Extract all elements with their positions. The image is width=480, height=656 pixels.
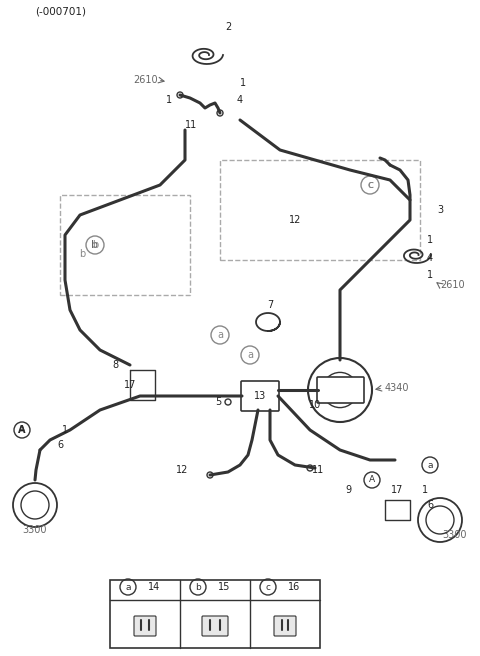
Text: a: a — [217, 330, 223, 340]
Text: 1: 1 — [240, 78, 246, 88]
FancyBboxPatch shape — [274, 616, 296, 636]
Text: 12: 12 — [289, 215, 301, 225]
Text: 1: 1 — [422, 485, 428, 495]
Text: 17: 17 — [391, 485, 403, 495]
Text: 8: 8 — [112, 360, 118, 370]
Text: 4: 4 — [237, 95, 243, 105]
Bar — [60, 195, 190, 295]
Text: 7: 7 — [267, 300, 273, 310]
Circle shape — [13, 483, 57, 527]
Text: a: a — [247, 350, 253, 360]
Text: 11: 11 — [312, 465, 324, 475]
Circle shape — [308, 358, 372, 422]
Circle shape — [426, 506, 454, 534]
Circle shape — [207, 472, 213, 478]
Text: (-000701): (-000701) — [35, 7, 86, 17]
Text: 3300: 3300 — [443, 530, 467, 540]
FancyBboxPatch shape — [241, 381, 279, 411]
FancyBboxPatch shape — [317, 377, 364, 403]
Text: 2610: 2610 — [133, 75, 158, 85]
Text: b: b — [79, 249, 85, 259]
Text: 6: 6 — [427, 500, 433, 510]
Text: a: a — [125, 583, 131, 592]
Text: 1: 1 — [427, 270, 433, 280]
Text: c: c — [265, 583, 271, 592]
Text: c: c — [367, 180, 372, 190]
Circle shape — [217, 110, 223, 116]
Text: A: A — [18, 425, 26, 435]
FancyBboxPatch shape — [134, 616, 156, 636]
FancyBboxPatch shape — [202, 616, 228, 636]
Text: A: A — [19, 426, 25, 434]
Text: b: b — [92, 240, 98, 250]
Circle shape — [177, 92, 183, 98]
Text: 11: 11 — [185, 120, 197, 130]
Text: 2610: 2610 — [440, 280, 465, 290]
Text: a: a — [427, 461, 433, 470]
Text: 4: 4 — [427, 253, 433, 263]
Text: 13: 13 — [254, 391, 266, 401]
Text: b: b — [92, 240, 98, 250]
Circle shape — [307, 465, 313, 471]
Text: 3: 3 — [437, 205, 443, 215]
Text: 1: 1 — [166, 95, 172, 105]
Bar — [220, 160, 420, 260]
Circle shape — [323, 373, 358, 407]
Text: 10: 10 — [309, 400, 321, 410]
Text: c: c — [367, 180, 373, 190]
Circle shape — [21, 491, 49, 519]
Circle shape — [225, 399, 231, 405]
Text: 6: 6 — [57, 440, 63, 450]
Bar — [110, 580, 320, 648]
Text: 17: 17 — [124, 380, 136, 390]
Text: 1: 1 — [62, 425, 68, 435]
Text: 16: 16 — [288, 582, 300, 592]
Text: A: A — [369, 476, 375, 485]
Text: 4340: 4340 — [385, 383, 409, 393]
Text: 2: 2 — [225, 22, 231, 32]
Circle shape — [418, 498, 462, 542]
Text: 12: 12 — [176, 465, 188, 475]
Text: 9: 9 — [345, 485, 351, 495]
Text: 3300: 3300 — [23, 525, 47, 535]
Text: 15: 15 — [218, 582, 230, 592]
Text: b: b — [195, 583, 201, 592]
Text: 5: 5 — [215, 397, 221, 407]
Text: 1: 1 — [427, 235, 433, 245]
Text: 14: 14 — [148, 582, 160, 592]
